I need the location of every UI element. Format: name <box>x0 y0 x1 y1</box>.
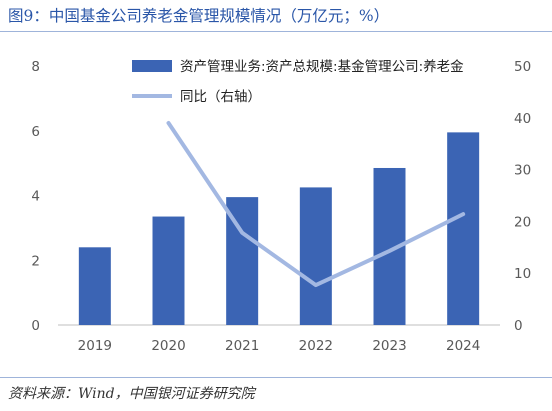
y-right-tick-label: 30 <box>514 163 531 179</box>
y-left-tick-label: 8 <box>31 59 40 75</box>
chart: 0 2 4 6 8 0 10 20 30 40 50 2019 2020 2021 2022 2023 2024… <box>31 58 531 354</box>
bar <box>299 187 332 325</box>
x-tick-label: 2020 <box>151 338 185 354</box>
x-tick-label: 2021 <box>225 338 259 354</box>
source-note: 资料来源：Wind，中国银河证券研究院 <box>8 386 255 402</box>
y-right-tick-label: 50 <box>514 59 531 75</box>
bars-group <box>78 132 480 325</box>
y-right-tick-label: 40 <box>514 111 531 127</box>
bar <box>447 132 480 325</box>
x-tick-label: 2024 <box>446 338 480 354</box>
bar <box>78 247 111 325</box>
y-left-tick-label: 0 <box>31 318 40 334</box>
y-left-tick-label: 4 <box>31 189 40 205</box>
bar <box>152 216 185 325</box>
line-group <box>166 120 466 288</box>
legend-label-bar: 资产管理业务:资产总规模:基金管理公司:养老金 <box>180 58 464 75</box>
x-tick-label: 2023 <box>372 338 406 354</box>
y-right-tick-label: 10 <box>514 266 531 282</box>
y-left-tick-label: 6 <box>31 124 40 140</box>
x-tick-label: 2019 <box>78 338 112 354</box>
bottom-divider <box>0 377 552 378</box>
y-left-tick-label: 2 <box>31 253 40 269</box>
top-divider <box>0 31 552 32</box>
y-right-tick-label: 0 <box>514 318 523 334</box>
chart-title: 图9：中国基金公司养老金管理规模情况（万亿元；%） <box>8 7 390 25</box>
x-tick-label: 2022 <box>299 338 333 354</box>
legend-swatch-bar <box>132 60 172 72</box>
axes: 0 2 4 6 8 0 10 20 30 40 50 2019 2020 2021 2022 2023 2024 <box>31 59 531 354</box>
legend-label-line: 同比（右轴） <box>180 89 261 105</box>
y-right-tick-label: 20 <box>514 214 531 230</box>
